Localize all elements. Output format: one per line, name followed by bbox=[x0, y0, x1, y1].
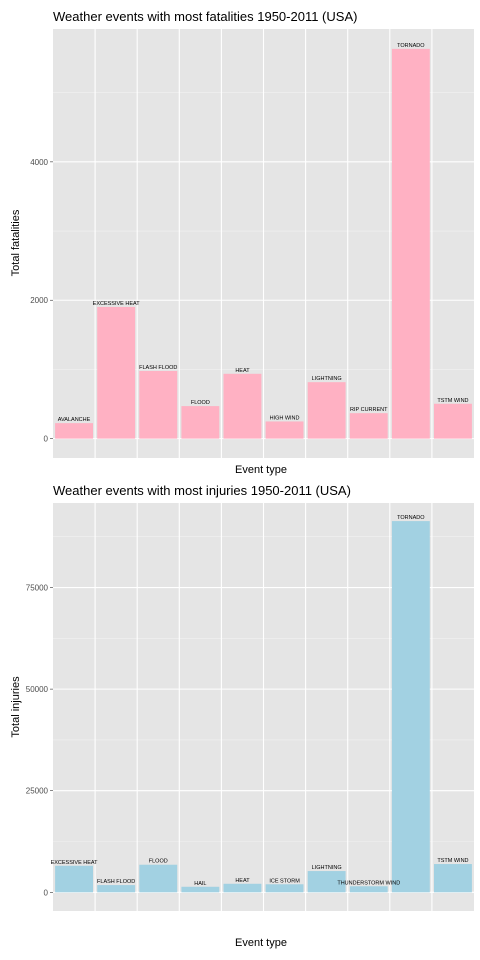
bar-label: EXCESSIVE HEAT bbox=[51, 860, 99, 866]
bar bbox=[307, 382, 346, 439]
bar-label: ICE STORM bbox=[269, 878, 300, 884]
y-tick-label: 2000 bbox=[30, 296, 48, 305]
y-axis-title: Total injuries bbox=[10, 676, 22, 738]
bar-label: TORNADO bbox=[397, 43, 425, 49]
bar bbox=[434, 403, 472, 439]
bar bbox=[391, 48, 430, 439]
bar bbox=[391, 521, 430, 893]
bar-label: RIP CURRENT bbox=[350, 407, 388, 413]
bar bbox=[55, 865, 93, 893]
x-axis-title: Event type bbox=[235, 937, 287, 949]
bar bbox=[349, 886, 388, 893]
y-tick-label: 0 bbox=[44, 435, 49, 444]
bar-label: THUNDERSTORM WIND bbox=[337, 880, 400, 886]
bar-label: AVALANCHE bbox=[58, 417, 91, 423]
bar-label: FLOOD bbox=[191, 400, 210, 406]
bar-label: HEAT bbox=[235, 368, 250, 374]
y-axis-ticks: 0 25000 50000 75000 bbox=[26, 584, 53, 897]
bar bbox=[97, 306, 136, 439]
y-axis-ticks: 0 2000 4000 bbox=[30, 158, 53, 444]
bar-label: HIGH WIND bbox=[270, 415, 300, 421]
bar-label: HAIL bbox=[194, 881, 206, 887]
y-axis-title: Total fatalities bbox=[10, 209, 22, 276]
bars bbox=[55, 521, 472, 893]
grid-lines bbox=[53, 29, 474, 458]
bar bbox=[223, 373, 262, 439]
bar bbox=[349, 413, 388, 439]
bar bbox=[307, 871, 346, 893]
injuries-chart: Weather events with most injuries 1950-2… bbox=[10, 483, 474, 949]
bar-labels: EXCESSIVE HEAT FLASH FLOOD FLOOD HAIL HEAT IC… bbox=[51, 515, 469, 887]
bars bbox=[55, 48, 472, 439]
chart-title: Weather events with most injuries 1950-2… bbox=[53, 483, 351, 498]
bar bbox=[265, 421, 304, 439]
y-tick-label: 4000 bbox=[30, 158, 48, 167]
bar bbox=[434, 864, 472, 893]
bar bbox=[55, 423, 93, 439]
bar-label: FLASH FLOOD bbox=[139, 365, 177, 371]
bar-label: EXCESSIVE HEAT bbox=[93, 301, 141, 307]
bar-label: HEAT bbox=[235, 878, 250, 884]
bar bbox=[181, 406, 220, 439]
bar-label: LIGHTNING bbox=[312, 865, 342, 871]
bar bbox=[223, 883, 262, 893]
bar-label: FLASH FLOOD bbox=[97, 879, 135, 885]
bar-label: TSTM WIND bbox=[437, 398, 468, 404]
bar-label: TORNADO bbox=[397, 515, 425, 521]
y-tick-label: 75000 bbox=[26, 584, 49, 593]
bar bbox=[139, 370, 178, 439]
y-tick-label: 50000 bbox=[26, 685, 49, 694]
bar bbox=[181, 886, 220, 893]
bar bbox=[265, 884, 304, 893]
bar-label: FLOOD bbox=[149, 859, 168, 865]
bar bbox=[139, 864, 178, 893]
y-tick-label: 25000 bbox=[26, 787, 49, 796]
bar bbox=[97, 885, 136, 893]
bar-labels: AVALANCHE EXCESSIVE HEAT FLASH FLOOD FLOOD H… bbox=[58, 43, 469, 423]
bar-label: LIGHTNING bbox=[312, 376, 342, 382]
y-tick-label: 0 bbox=[44, 888, 49, 897]
fatalities-chart: Weather events with most fatalities 1950… bbox=[10, 9, 474, 476]
chart-title: Weather events with most fatalities 1950… bbox=[53, 9, 357, 24]
x-axis-title: Event type bbox=[235, 464, 287, 476]
bar-label: TSTM WIND bbox=[437, 858, 468, 864]
